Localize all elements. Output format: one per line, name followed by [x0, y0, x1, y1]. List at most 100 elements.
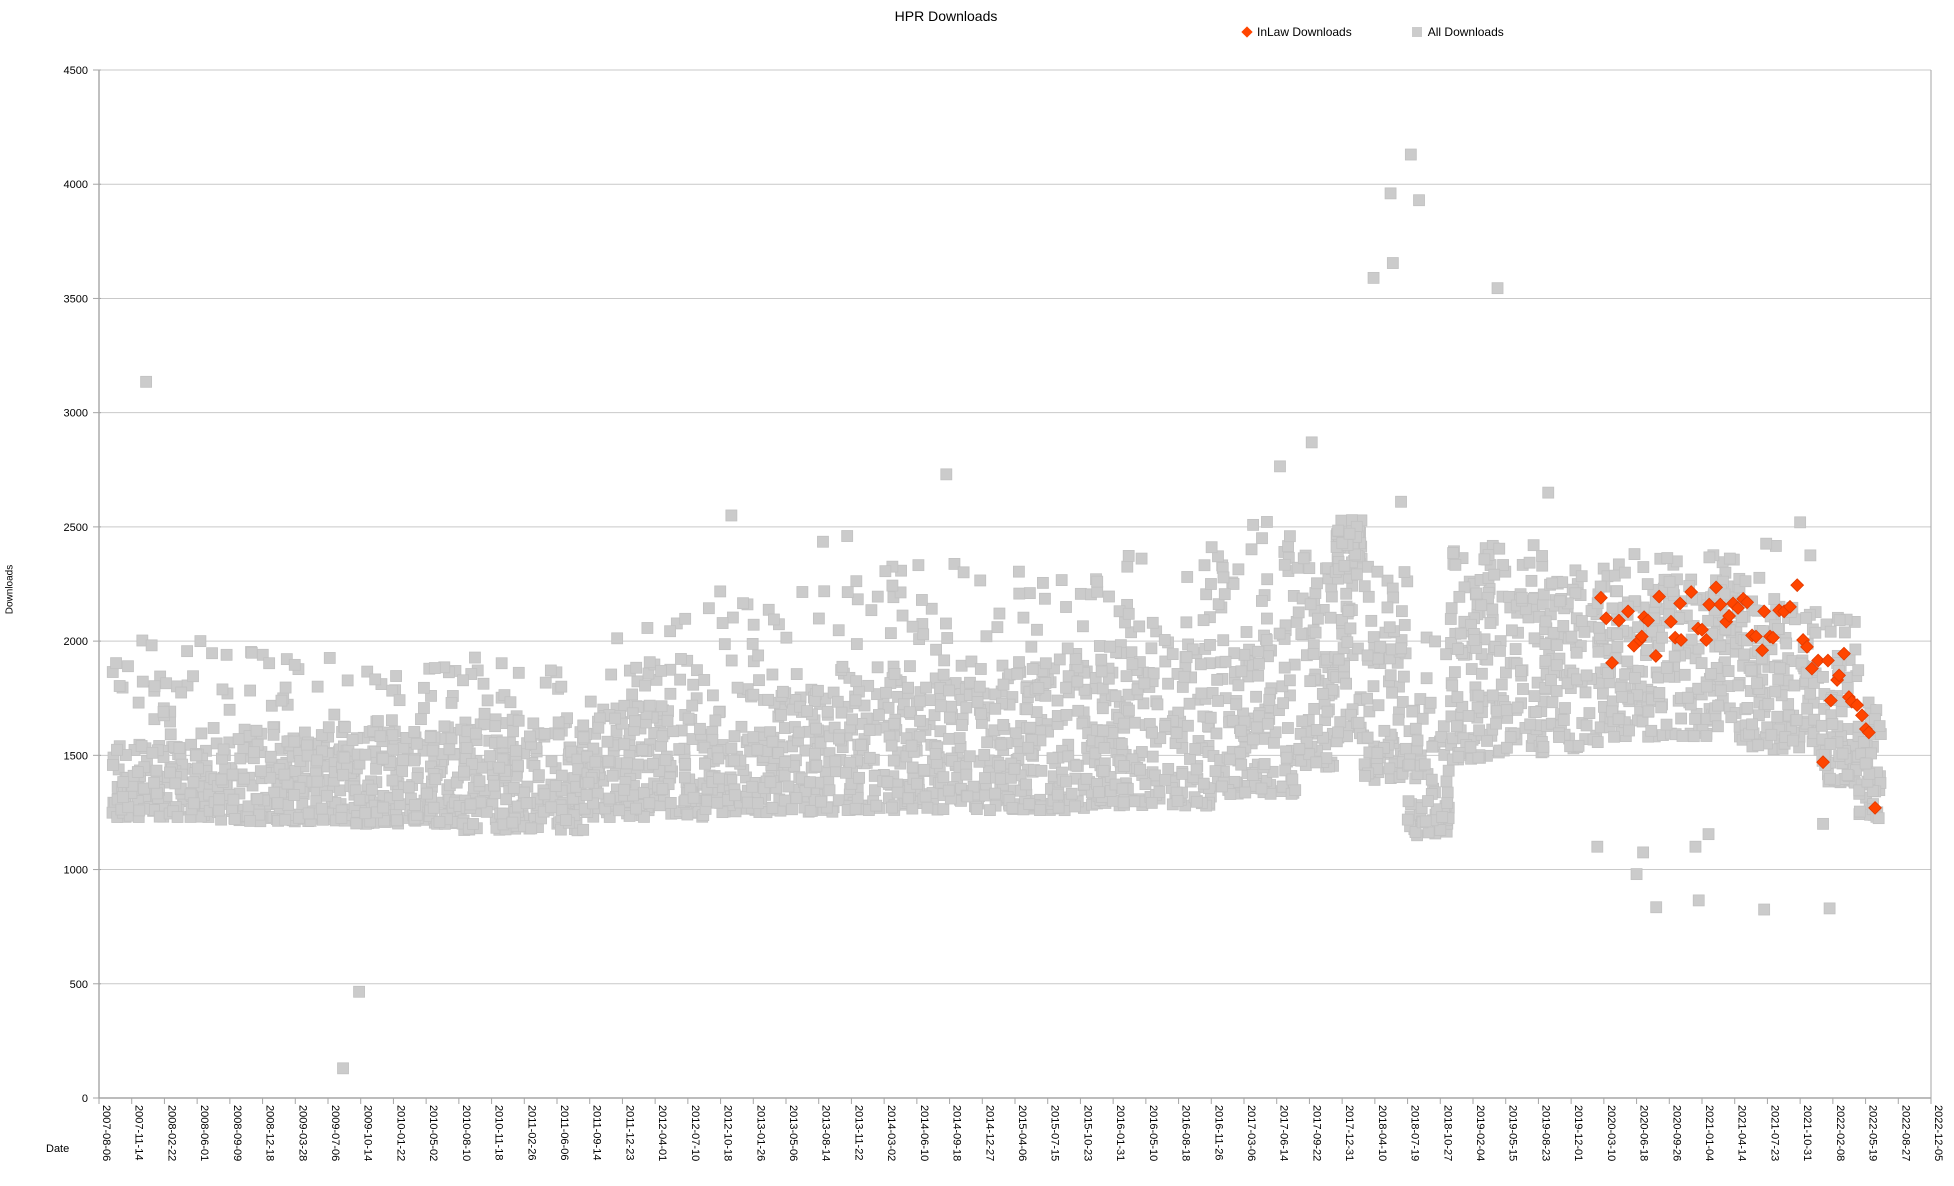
- all-downloads-point: [175, 686, 188, 699]
- all-downloads-point: [1616, 690, 1628, 703]
- all-downloads-point: [110, 657, 122, 670]
- all-downloads-point: [164, 728, 177, 741]
- all-downloads-point: [386, 684, 399, 697]
- all-downloads-point: [1823, 902, 1836, 915]
- all-downloads-point: [725, 509, 738, 522]
- all-downloads-point: [906, 620, 919, 633]
- all-downloads-point: [938, 654, 951, 667]
- all-downloads-point: [1804, 687, 1817, 700]
- all-downloads-point: [315, 802, 328, 815]
- all-downloads-point: [714, 585, 727, 598]
- all-downloads-point: [766, 735, 779, 748]
- all-downloads-point: [164, 766, 176, 779]
- all-downloads-point: [948, 557, 961, 570]
- all-downloads-point: [1434, 824, 1447, 836]
- all-downloads-point: [1006, 802, 1019, 814]
- all-downloads-point: [655, 664, 667, 677]
- x-tick-label: 2021-01-04: [1703, 1105, 1715, 1161]
- all-downloads-point: [427, 801, 440, 814]
- all-downloads-point: [937, 771, 950, 784]
- all-downloads-point: [216, 683, 229, 696]
- all-downloads-point: [311, 775, 324, 788]
- all-downloads-point: [1273, 627, 1286, 640]
- all-downloads-point: [1046, 752, 1059, 765]
- all-downloads-point: [489, 720, 501, 733]
- all-downloads-point: [1296, 715, 1309, 728]
- all-downloads-point: [752, 649, 765, 662]
- all-downloads-point: [525, 822, 538, 835]
- all-downloads-point: [589, 755, 602, 768]
- all-downloads-point: [1660, 718, 1673, 731]
- all-downloads-point: [1517, 683, 1529, 695]
- all-downloads-point: [978, 748, 991, 761]
- all-downloads-point: [891, 786, 904, 799]
- all-downloads-point: [153, 810, 166, 823]
- all-downloads-point: [1529, 706, 1542, 718]
- all-downloads-point: [881, 776, 894, 788]
- y-tick-label: 2000: [64, 636, 88, 648]
- all-downloads-point: [1580, 669, 1593, 682]
- all-downloads-point: [1524, 718, 1537, 731]
- all-downloads-point: [1817, 670, 1829, 683]
- all-downloads-point: [1722, 665, 1735, 677]
- all-downloads-point: [1109, 690, 1122, 703]
- all-downloads-point: [1362, 590, 1375, 603]
- all-downloads-point: [737, 597, 749, 610]
- all-downloads-point: [1606, 602, 1619, 615]
- all-downloads-point: [470, 727, 482, 740]
- all-downloads-point: [1289, 784, 1302, 797]
- all-downloads-point: [1200, 588, 1213, 601]
- all-downloads-point: [1052, 788, 1064, 801]
- all-downloads-point: [1594, 580, 1607, 593]
- x-tick-label: 2018-04-10: [1376, 1105, 1388, 1161]
- x-tick-label: 2021-07-23: [1768, 1105, 1780, 1161]
- all-downloads-point: [1835, 705, 1848, 718]
- all-downloads-point: [870, 799, 883, 812]
- all-downloads-point: [493, 761, 506, 774]
- y-tick-label: 3000: [64, 408, 88, 420]
- all-downloads-point: [495, 657, 508, 670]
- all-downloads-point: [1190, 795, 1203, 808]
- x-tick-label: 2014-06-10: [918, 1105, 930, 1161]
- all-downloads-point: [288, 658, 301, 671]
- all-downloads-point: [560, 814, 572, 826]
- all-downloads-point: [1493, 542, 1506, 555]
- all-downloads-point: [460, 742, 473, 754]
- all-downloads-point: [1023, 587, 1036, 600]
- all-downloads-point: [726, 611, 739, 624]
- all-downloads-point: [1338, 559, 1351, 572]
- all-downloads-point: [1126, 658, 1139, 671]
- all-downloads-point: [1702, 828, 1715, 841]
- all-downloads-point: [643, 699, 656, 712]
- all-downloads-point: [1070, 759, 1083, 772]
- x-tick-label: 2010-05-02: [427, 1105, 439, 1161]
- all-downloads-point: [1303, 562, 1316, 575]
- all-downloads-point: [1542, 486, 1555, 499]
- all-downloads-point: [322, 721, 335, 734]
- x-tick-label: 2019-02-04: [1474, 1105, 1486, 1161]
- all-downloads-point: [1853, 805, 1866, 818]
- all-downloads-point: [903, 706, 916, 719]
- all-downloads-point: [1473, 724, 1486, 737]
- all-downloads-point: [1239, 786, 1252, 799]
- all-downloads-point: [1575, 570, 1588, 583]
- all-downloads-point: [424, 731, 437, 743]
- all-downloads-point: [1342, 605, 1355, 617]
- all-downloads-point: [1655, 701, 1668, 714]
- all-downloads-point: [1340, 587, 1353, 600]
- all-downloads-point: [1212, 598, 1225, 611]
- all-downloads-point: [1536, 550, 1548, 562]
- all-downloads-point: [1445, 602, 1458, 615]
- all-downloads-point: [1656, 631, 1668, 644]
- all-downloads-point: [370, 762, 382, 775]
- all-downloads-point: [1628, 548, 1641, 560]
- all-downloads-point: [329, 796, 342, 809]
- all-downloads-point: [467, 818, 479, 830]
- x-tick-label: 2008-02-22: [165, 1105, 177, 1161]
- all-downloads-point: [1475, 667, 1488, 680]
- all-downloads-point: [1031, 623, 1043, 636]
- all-downloads-point: [1468, 633, 1481, 646]
- all-downloads-point: [1863, 767, 1876, 780]
- all-downloads-point: [974, 663, 987, 675]
- y-tick-label: 0: [82, 1093, 88, 1105]
